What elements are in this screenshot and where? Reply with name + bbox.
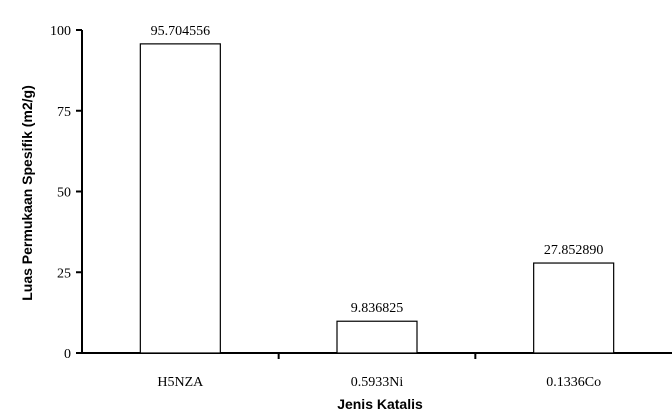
y-tick-label: 25 bbox=[57, 266, 71, 281]
data-label: 9.836825 bbox=[351, 301, 404, 316]
x-axis-title: Jenis Katalis bbox=[337, 396, 423, 412]
bar-H5NZA bbox=[139, 43, 221, 354]
x-tick-label: 0.1336Co bbox=[546, 375, 601, 390]
data-label: 27.852890 bbox=[544, 243, 604, 258]
bar-0.5933Ni bbox=[336, 320, 418, 354]
plot-area: 0 25 50 75 100 95.704556 H5NZA 9.836825 0.5933Ni… bbox=[50, 24, 672, 390]
y-axis-title: Luas Permukaan Spesifik (m2/g) bbox=[19, 85, 35, 301]
x-tick-label: 0.5933Ni bbox=[351, 375, 404, 390]
bar-0.1336Co bbox=[533, 262, 615, 354]
data-label: 95.704556 bbox=[151, 24, 211, 39]
y-tick-label: 75 bbox=[57, 105, 71, 120]
y-tick-label: 0 bbox=[64, 347, 71, 362]
y-tick-label: 50 bbox=[57, 186, 71, 201]
y-tick-label: 100 bbox=[50, 24, 71, 39]
x-tick-label: H5NZA bbox=[157, 375, 204, 390]
